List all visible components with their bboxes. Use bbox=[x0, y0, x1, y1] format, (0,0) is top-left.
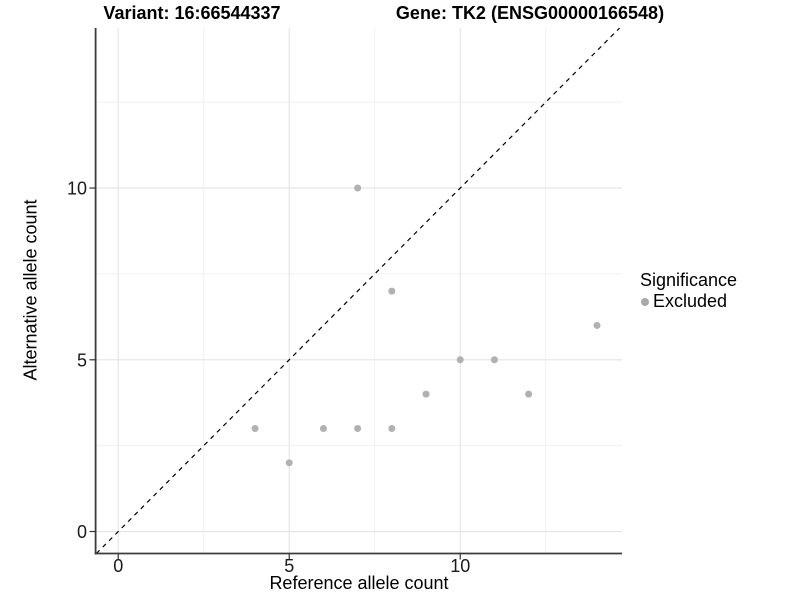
legend-key-dot-icon bbox=[641, 297, 649, 306]
data-point bbox=[319, 424, 327, 432]
data-point bbox=[422, 390, 430, 398]
legend-item-excluded: Excluded bbox=[640, 291, 737, 312]
identity-diagonal-line bbox=[95, 27, 621, 554]
x-tick-label: 5 bbox=[284, 556, 294, 576]
data-point bbox=[456, 356, 464, 364]
plot-title-gene: Gene: TK2 (ENSG00000166548) bbox=[395, 3, 665, 23]
y-tick-label: 10 bbox=[67, 179, 87, 199]
data-point bbox=[525, 390, 533, 398]
data-point bbox=[490, 356, 498, 364]
x-tick-label: 10 bbox=[450, 556, 470, 576]
legend: Significance Excluded bbox=[640, 270, 737, 312]
data-point bbox=[285, 459, 293, 467]
plot-title-variant: Variant: 16:66544337 bbox=[103, 3, 281, 23]
legend-item-label: Excluded bbox=[653, 291, 728, 311]
data-point bbox=[354, 184, 362, 192]
x-axis-title: Reference allele count bbox=[269, 573, 449, 593]
y-axis-title: Alternative allele count bbox=[20, 199, 41, 381]
data-point bbox=[251, 424, 259, 432]
y-tick-label: 5 bbox=[77, 350, 87, 370]
y-tick-label: 0 bbox=[77, 522, 87, 542]
data-point bbox=[593, 321, 601, 329]
x-tick-label: 0 bbox=[113, 556, 123, 576]
data-point bbox=[388, 424, 396, 432]
data-point bbox=[354, 424, 362, 432]
legend-title: Significance bbox=[640, 270, 738, 290]
data-point bbox=[388, 287, 396, 295]
